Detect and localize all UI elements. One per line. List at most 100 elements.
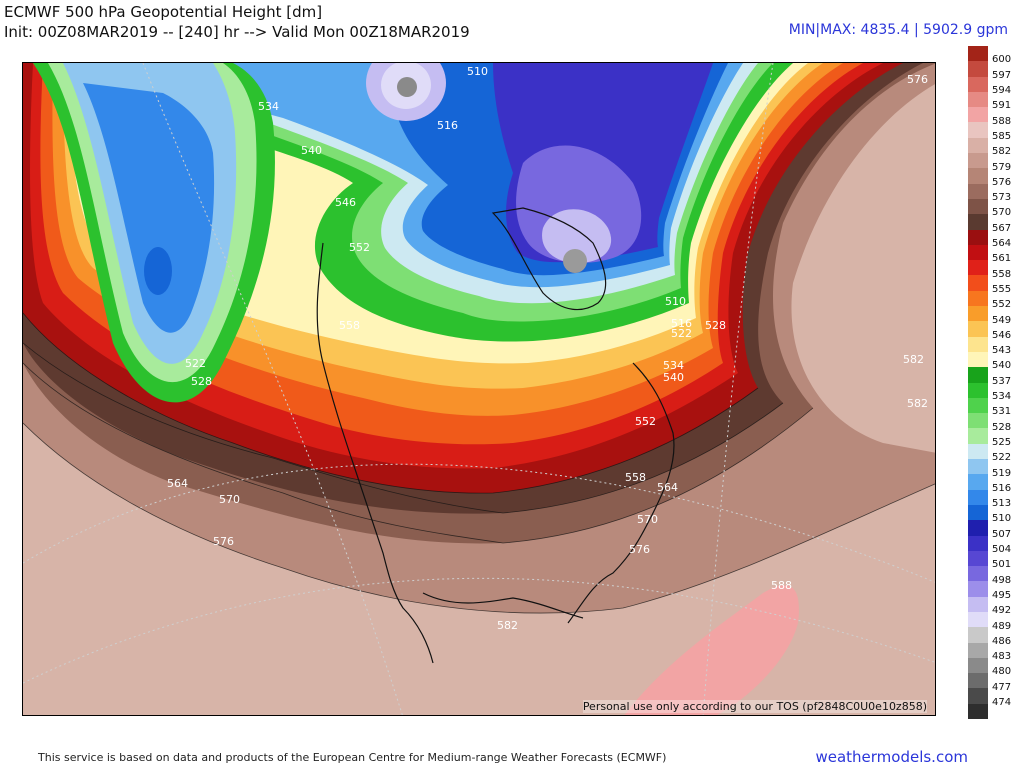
- map-title: ECMWF 500 hPa Geopotential Height [dm] I…: [4, 2, 470, 42]
- contour-label: 552: [635, 415, 656, 428]
- contour-label: 540: [663, 371, 684, 384]
- minmax-readout: MIN|MAX: 4835.4 | 5902.9 gpm: [788, 22, 1008, 38]
- colorbar-label: 516: [992, 482, 1012, 494]
- pacific-low-center: [144, 247, 172, 295]
- colorbar-label: 480: [992, 666, 1012, 678]
- contour-label: 588: [771, 579, 792, 592]
- contour-label: 516: [671, 317, 692, 330]
- contour-label: 564: [657, 481, 678, 494]
- contour-label: 558: [339, 319, 360, 332]
- colorbar-segment: [968, 336, 988, 352]
- colorbar-segment: [968, 443, 988, 460]
- contour-label: 576: [213, 535, 234, 548]
- contour-label: 540: [301, 144, 322, 157]
- colorbar-label: 474: [992, 697, 1012, 708]
- colorbar-segment: [968, 306, 988, 322]
- colorbar-segment: [968, 642, 988, 658]
- colorbar-segment: [968, 214, 988, 230]
- colorbar-label: 546: [992, 329, 1012, 341]
- colorbar-segment: [968, 627, 988, 643]
- coastline-west: [316, 242, 434, 664]
- contour-label: 528: [705, 319, 726, 332]
- colorbar-label: 552: [992, 299, 1012, 311]
- colorbar-label: 477: [992, 681, 1012, 693]
- colorbar-segment: [968, 673, 988, 689]
- colorbar-segment: [968, 474, 988, 490]
- colorbar-label: 483: [992, 651, 1012, 663]
- colorbar-segment: [968, 504, 988, 521]
- colorbar-segment: [968, 91, 988, 108]
- colorbar-label: 585: [992, 130, 1012, 142]
- contour-lines: [23, 312, 935, 614]
- forecast-map[interactable]: 510 516 534 540 546 552 558 522 528 564 …: [22, 62, 936, 716]
- colorbar-label: 543: [992, 345, 1012, 357]
- colorbar-segment: [968, 657, 988, 674]
- colorbar-segment: [968, 61, 988, 77]
- contour-label: 528: [191, 375, 212, 388]
- colorbar-label: 558: [992, 268, 1012, 280]
- graticule: [23, 63, 935, 715]
- colorbar-label: 492: [992, 605, 1012, 617]
- colorbar-segment: [968, 46, 988, 62]
- colorbar-segment: [968, 321, 988, 337]
- tos-notice: Personal use only according to our TOS (…: [582, 700, 927, 713]
- colorbar-label: 549: [992, 314, 1012, 326]
- contour-label: 582: [497, 619, 518, 632]
- title-line: ECMWF 500 hPa Geopotential Height [dm]: [4, 3, 323, 21]
- colorbar-label: 588: [992, 115, 1012, 127]
- contour-label: 534: [663, 359, 684, 372]
- coastline-east: [567, 362, 675, 624]
- colorbar-segment: [968, 351, 988, 368]
- colorbar-segment: [968, 413, 988, 429]
- colorbar-label: 522: [992, 452, 1012, 464]
- contour-label: 582: [903, 353, 924, 366]
- colorbar-segment: [968, 520, 988, 536]
- colorbar-segment: [968, 459, 988, 475]
- colorbar-label: 564: [992, 238, 1012, 249]
- init-line: Init: 00Z08MAR2019 -- [240] hr --> Valid…: [4, 23, 470, 41]
- map-svg: 510 516 534 540 546 552 558 522 528 564 …: [23, 63, 935, 715]
- brand-link[interactable]: weathermodels.com: [815, 748, 968, 766]
- colorbar: [968, 46, 988, 720]
- colorbar-label: 534: [992, 391, 1012, 402]
- colorbar-segment: [968, 596, 988, 612]
- colorbar-label: 498: [992, 574, 1012, 586]
- colorbar-segment: [968, 611, 988, 628]
- colorbar-label: 570: [992, 207, 1012, 219]
- colorbar-label: 561: [992, 253, 1012, 265]
- contour-label: 576: [629, 543, 650, 556]
- colorbar-label: 486: [992, 635, 1012, 647]
- colorbar-segment: [968, 107, 988, 123]
- contour-label: 582: [907, 397, 928, 410]
- colorbar-label: 573: [992, 192, 1012, 204]
- colorbar-segment: [968, 397, 988, 414]
- low-arctic-center: [397, 77, 417, 97]
- colorbar-label: 576: [992, 176, 1012, 188]
- colorbar-segment: [968, 168, 988, 184]
- colorbar-segment: [968, 489, 988, 505]
- colorbar-label: 504: [992, 544, 1012, 555]
- colorbar-segment: [968, 260, 988, 276]
- footer-source: This service is based on data and produc…: [38, 751, 667, 764]
- colorbar-label: 528: [992, 421, 1012, 433]
- contour-label: 510: [665, 295, 686, 308]
- colorbar-segment: [968, 566, 988, 582]
- colorbar-label: 540: [992, 360, 1012, 372]
- colorbar-segment: [968, 703, 988, 720]
- contour-label: 534: [258, 100, 279, 113]
- contour-label: 516: [437, 119, 458, 132]
- colorbar-label: 519: [992, 467, 1012, 479]
- colorbar-label: 582: [992, 146, 1012, 158]
- colorbar-label: 513: [992, 498, 1012, 510]
- contour-label: 522: [671, 327, 692, 340]
- colorbar-segment: [968, 367, 988, 383]
- contour-label: 570: [219, 493, 240, 506]
- contour-label: 558: [625, 471, 646, 484]
- contour-label: 552: [349, 241, 370, 254]
- colorbar-label: 525: [992, 436, 1012, 448]
- colorbar-segment: [968, 122, 988, 138]
- band-492: [542, 209, 612, 263]
- colorbar-label: 537: [992, 375, 1012, 387]
- colorbar-label: 510: [992, 513, 1012, 525]
- contour-label: 522: [185, 357, 206, 370]
